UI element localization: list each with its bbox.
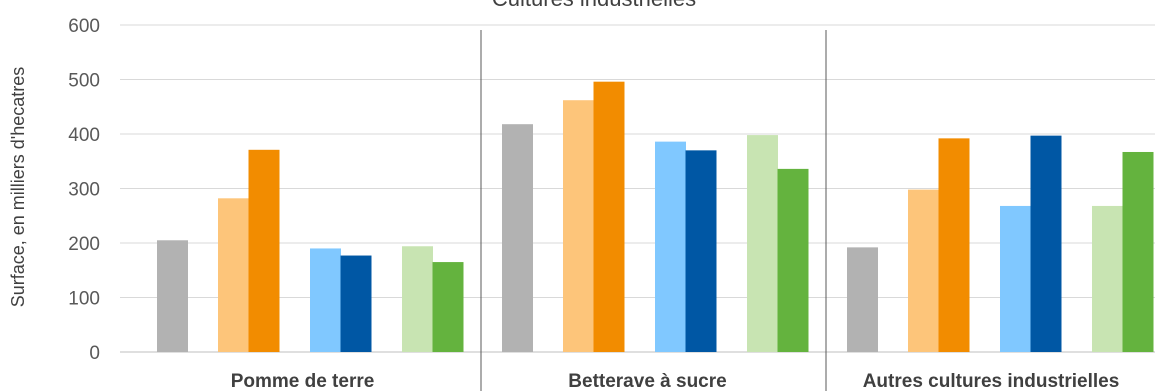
bars	[157, 81, 1154, 353]
bar	[563, 100, 594, 353]
bar	[777, 168, 809, 352]
bar	[655, 141, 686, 352]
bar	[502, 124, 533, 352]
y-tick-label: 100	[68, 289, 100, 310]
gridlines	[120, 24, 1155, 353]
x-axis-categories: Pomme de terre Betterave à sucre Autres cu…	[231, 371, 1120, 391]
y-tick-label: 0	[89, 343, 100, 364]
bar	[248, 149, 280, 352]
x-category-label: Autres cultures industrielles	[863, 371, 1120, 391]
category-separators	[480, 30, 827, 391]
y-tick-label: 400	[68, 125, 100, 146]
bar	[340, 255, 372, 352]
bar	[1000, 205, 1031, 352]
bar	[310, 248, 341, 352]
bar	[908, 189, 939, 352]
x-category-label: Betterave à sucre	[568, 371, 726, 391]
bar	[593, 81, 625, 353]
y-tick-label: 500	[68, 71, 100, 92]
bar	[218, 198, 249, 352]
bar	[1092, 205, 1123, 352]
bar	[938, 138, 970, 352]
bar	[402, 246, 433, 352]
y-tick-label: 300	[68, 180, 100, 201]
chart-title: Cultures industrielles	[492, 0, 696, 11]
bar	[747, 135, 778, 352]
y-tick-label: 600	[68, 16, 100, 37]
bar	[685, 150, 717, 352]
bar	[1122, 151, 1154, 352]
bar	[432, 262, 464, 352]
y-tick-label: 200	[68, 234, 100, 255]
bar	[157, 240, 188, 352]
bar	[1030, 135, 1062, 352]
x-category-label: Pomme de terre	[231, 371, 375, 391]
y-axis-label: Surface, en milliers d'hecatres	[8, 67, 28, 308]
bar	[847, 247, 878, 352]
y-axis-ticks: 0 100 200 300 400 500 600	[68, 16, 100, 364]
